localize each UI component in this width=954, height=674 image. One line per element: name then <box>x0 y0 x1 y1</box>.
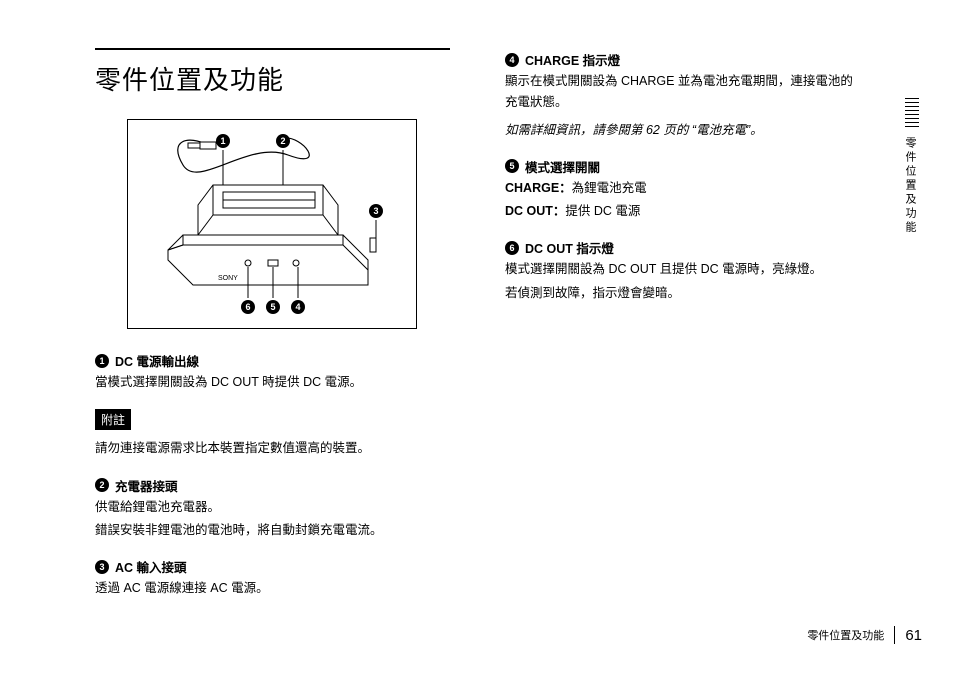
item-3-head: 3 AC 輸入接頭 <box>95 557 450 576</box>
item-3-title: AC 輸入接頭 <box>115 557 187 576</box>
item-4-title: CHARGE 指示燈 <box>525 50 620 69</box>
num-1-icon: 1 <box>95 354 109 368</box>
item-1-body: 當模式選擇開關設為 DC OUT 時提供 DC 電源。 <box>95 372 450 393</box>
charger-illustration: SONY <box>128 120 416 328</box>
parts-diagram: SONY 1 2 3 4 5 6 <box>127 119 417 329</box>
item-1-head: 1 DC 電源輸出線 <box>95 351 450 370</box>
item-5-l2-label: DC OUT： <box>505 204 565 218</box>
num-2-icon: 2 <box>95 478 109 492</box>
callout-4: 4 <box>291 300 305 314</box>
item-6-body-1: 模式選擇開關設為 DC OUT 且提供 DC 電源時，亮綠燈。 <box>505 259 865 280</box>
callout-5: 5 <box>266 300 280 314</box>
num-5-icon: 5 <box>505 159 519 173</box>
page-footer: 零件位置及功能 61 <box>807 626 922 644</box>
item-3-body: 透過 AC 電源線連接 AC 電源。 <box>95 578 450 599</box>
item-5-title: 模式選擇開關 <box>525 157 600 176</box>
item-6-title: DC OUT 指示燈 <box>525 238 614 257</box>
svg-text:SONY: SONY <box>218 275 238 282</box>
footer-separator <box>894 626 895 644</box>
item-5-l1-text: 為鋰電池充電 <box>572 181 647 195</box>
item-6-body-2: 若偵測到故障，指示燈會變暗。 <box>505 283 865 304</box>
left-column: 零件位置及功能 <box>95 50 450 599</box>
num-4-icon: 4 <box>505 53 519 67</box>
right-column: 4 CHARGE 指示燈 顯示在模式開關設為 CHARGE 並為電池充電期間，連… <box>505 50 865 599</box>
callout-6: 6 <box>241 300 255 314</box>
item-4-body: 顯示在模式開關設為 CHARGE 並為電池充電期間，連接電池的充電狀態。 <box>505 71 865 114</box>
footer-label: 零件位置及功能 <box>807 627 884 643</box>
side-tab: 零件位置及功能 <box>902 98 922 235</box>
item-2-body-2: 錯誤安裝非鋰電池的電池時，將自動封鎖充電電流。 <box>95 520 450 541</box>
item-6-head: 6 DC OUT 指示燈 <box>505 238 865 257</box>
thumb-index-icon <box>905 98 919 127</box>
item-4-ref: 如需詳細資訊，請參閱第 62 页的 “電池充電”。 <box>505 120 865 141</box>
page-heading: 零件位置及功能 <box>95 60 450 97</box>
page-number: 61 <box>905 627 922 644</box>
item-5-l2-text: 提供 DC 電源 <box>565 204 640 218</box>
callout-1: 1 <box>216 134 230 148</box>
item-5-head: 5 模式選擇開關 <box>505 157 865 176</box>
item-5-line-1: CHARGE：為鋰電池充電 <box>505 178 865 199</box>
note-body: 請勿連接電源需求比本裝置指定數值還高的裝置。 <box>95 438 450 459</box>
item-4-head: 4 CHARGE 指示燈 <box>505 50 865 69</box>
side-tab-label: 零件位置及功能 <box>902 137 918 235</box>
num-6-icon: 6 <box>505 241 519 255</box>
item-5-line-2: DC OUT：提供 DC 電源 <box>505 201 865 222</box>
item-5-l1-label: CHARGE： <box>505 181 572 195</box>
num-3-icon: 3 <box>95 560 109 574</box>
note-badge: 附註 <box>95 409 131 430</box>
callout-3: 3 <box>369 204 383 218</box>
item-1-title: DC 電源輸出線 <box>115 351 199 370</box>
item-2-body-1: 供電給鋰電池充電器。 <box>95 497 450 518</box>
callout-2: 2 <box>276 134 290 148</box>
item-2-head: 2 充電器接頭 <box>95 476 450 495</box>
item-2-title: 充電器接頭 <box>115 476 178 495</box>
